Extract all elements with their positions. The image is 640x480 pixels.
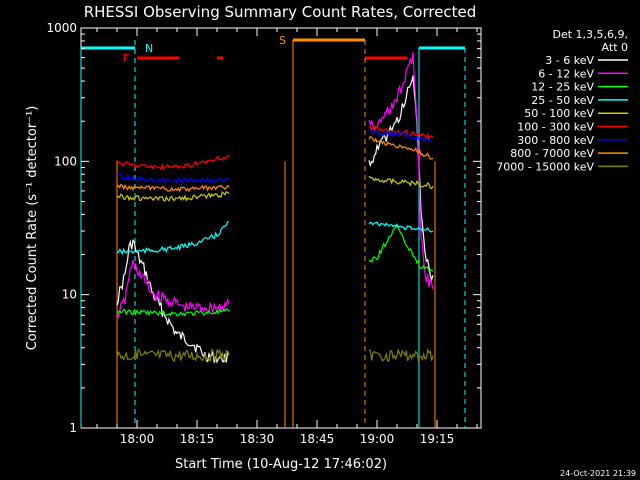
legend-header-line-2: Att 0	[602, 41, 628, 54]
chart-title: RHESSI Observing Summary Count Rates, Co…	[84, 3, 477, 21]
legend-label: 25 - 50 keV	[531, 94, 594, 107]
y-tick-label: 100	[54, 154, 77, 168]
legend-label: 50 - 100 keV	[524, 107, 594, 120]
flare-flag-label: F	[123, 52, 129, 65]
series-layer	[116, 52, 434, 364]
legend-label: 7000 - 15000 keV	[496, 160, 594, 173]
series-line-25-50-kev	[368, 221, 434, 233]
series-line-800-7000-kev	[368, 135, 434, 160]
legend-label: 12 - 25 keV	[531, 81, 594, 94]
series-line-7000-15000-kev	[368, 347, 434, 363]
night-flag-label: N	[145, 42, 153, 55]
y-tick-label: 10	[62, 288, 77, 302]
series-line-100-300-kev	[368, 125, 434, 142]
y-tick-label: 1000	[46, 21, 77, 35]
series-line-7000-15000-kev	[116, 348, 230, 363]
series-line-25-50-kev	[116, 221, 230, 256]
x-tick-label: 19:15	[420, 432, 455, 446]
series-line-50-100-kev	[116, 191, 230, 202]
series-line-800-7000-kev	[116, 183, 230, 193]
saa-flag-label: S	[279, 34, 286, 47]
y-tick-label: 1	[69, 421, 77, 435]
x-tick-label: 18:15	[180, 432, 215, 446]
x-tick-label: 19:00	[360, 432, 395, 446]
series-line-300-800-kev	[368, 128, 434, 143]
x-tick-label: 18:45	[300, 432, 335, 446]
series-line-100-300-kev	[116, 154, 230, 171]
series-line-300-800-kev	[116, 172, 230, 185]
series-line-3-6-kev	[368, 75, 434, 282]
axes-layer: 18:00 18:15 18:30 18:45 19:00 19:15 1 10 100 1000	[46, 21, 481, 446]
series-line-12-25-kev	[116, 307, 230, 317]
legend-label: 800 - 7000 keV	[510, 147, 594, 160]
legend-label: 6 - 12 keV	[538, 67, 594, 80]
x-axis-label: Start Time (10-Aug-12 17:46:02)	[175, 457, 387, 472]
series-line-50-100-kev	[368, 175, 434, 189]
y-axis-label: Corrected Count Rate (s⁻¹ detector⁻¹)	[25, 106, 40, 351]
series-line-6-12-kev	[116, 259, 230, 319]
legend-label: 3 - 6 keV	[545, 54, 594, 67]
x-tick-label: 18:00	[120, 432, 155, 446]
legend-label: 100 - 300 keV	[517, 121, 594, 134]
series-line-6-12-kev	[368, 52, 434, 290]
legend-label: 300 - 800 keV	[517, 134, 594, 147]
series-line-12-25-kev	[368, 224, 434, 272]
legend-header-line-1: Det 1,3,5,6,9,	[552, 28, 628, 41]
x-tick-label: 18:30	[240, 432, 275, 446]
footer-date: 24-Oct-2021 21:39	[560, 469, 636, 478]
